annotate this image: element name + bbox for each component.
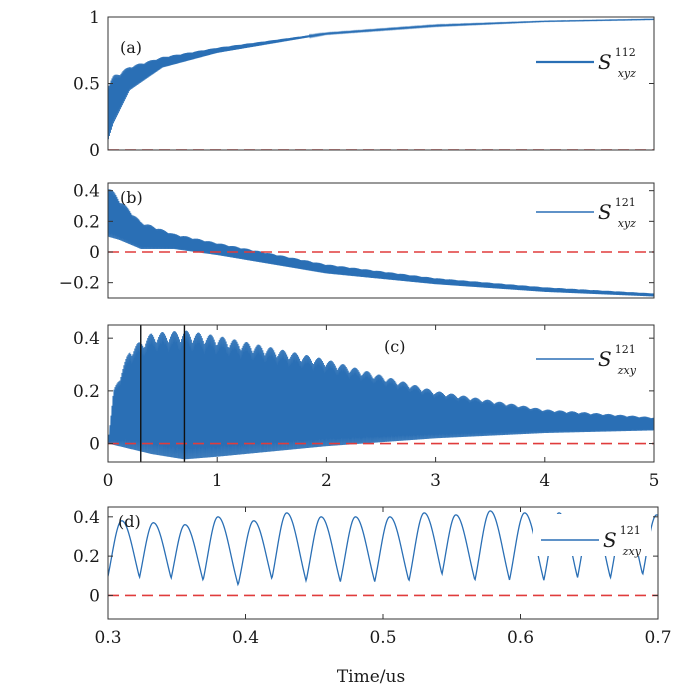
y-tick-label: 0 — [89, 435, 100, 455]
legend-superscript: 121 — [615, 196, 636, 209]
legend-subscript: zxy — [622, 545, 642, 558]
legend-text: S 121 zxy — [603, 524, 642, 558]
y-tick-label: 0 — [89, 586, 100, 606]
y-tick-label: 1 — [89, 8, 100, 28]
legend-symbol: S — [603, 528, 617, 552]
legend-superscript: 121 — [615, 343, 636, 356]
x-tick-label: 4 — [539, 471, 550, 491]
x-tick-label: 1 — [212, 471, 223, 491]
y-tick-label: 0.2 — [73, 382, 100, 402]
x-tick-label: 0.6 — [507, 628, 534, 648]
legend: S 121 zxy — [533, 514, 651, 558]
x-tick-label: 0 — [103, 471, 114, 491]
panel-3: 0.4 0.2 00 1 2 3 4 5 (c) S 121 zxy — [73, 324, 660, 491]
x-axis-label: Time/us — [337, 667, 405, 687]
legend-subscript: zxy — [617, 364, 637, 377]
panel-label: (c) — [384, 337, 405, 356]
legend-text: S 121 zxy — [598, 343, 637, 377]
axes-frame — [107, 324, 655, 463]
plot-area-3 — [108, 325, 654, 462]
legend: S 121 zxy — [536, 343, 637, 377]
legend-text: S 112 xyz — [598, 46, 636, 80]
series-signal — [108, 330, 654, 460]
x-tick-label: 5 — [649, 471, 660, 491]
y-tick-label: 0 — [89, 141, 100, 161]
y-tick-label: 0.4 — [73, 182, 100, 202]
y-tick-label: 0.2 — [73, 547, 100, 567]
series-signal — [108, 18, 654, 140]
legend-subscript: xyz — [618, 67, 636, 80]
panel-2: 0.4 0.2 0 −0.2 (b) S 121 xyz — [59, 182, 655, 299]
legend: S 112 xyz — [536, 46, 636, 80]
plot-area-2 — [108, 189, 654, 297]
legend-superscript: 112 — [615, 46, 636, 59]
panel-1: 0 0.5 1 (a) S 112 xyz — [73, 8, 655, 161]
x-tick-label: 0.4 — [232, 628, 259, 648]
legend-box — [533, 514, 651, 556]
panel-label: (b) — [120, 188, 143, 207]
x-tick-label: 0.7 — [644, 628, 671, 648]
x-tick-label: 0.3 — [94, 628, 121, 648]
legend-symbol: S — [598, 200, 612, 224]
x-tick-label: 2 — [321, 471, 332, 491]
series-signal — [108, 189, 654, 297]
legend: S 121 xyz — [536, 196, 636, 230]
panel-4: 0.4 0.2 0 0.3 0.4 0.5 0.6 0.7 (d) S 121 zxy Time/us — [73, 506, 672, 687]
y-tick-label: 0.4 — [73, 508, 100, 528]
axes-frame — [107, 16, 655, 151]
panel-label: (a) — [120, 38, 142, 57]
legend-subscript: xyz — [618, 217, 636, 230]
legend-text: S 121 xyz — [598, 196, 636, 230]
y-tick-label: 0 — [89, 243, 100, 263]
y-tick-label: 0.2 — [73, 212, 100, 232]
y-tick-label: 0.5 — [73, 75, 100, 95]
x-tick-label: 3 — [430, 471, 441, 491]
legend-superscript: 121 — [620, 524, 641, 537]
y-tick-label: 0.4 — [73, 329, 100, 349]
x-tick-label: 0.5 — [369, 628, 396, 648]
panel-label: (d) — [118, 512, 141, 531]
plot-area-1 — [108, 18, 654, 150]
axes-frame — [107, 182, 655, 299]
legend-symbol: S — [598, 50, 612, 74]
y-tick-label: −0.2 — [59, 274, 100, 294]
legend-symbol: S — [598, 347, 612, 371]
